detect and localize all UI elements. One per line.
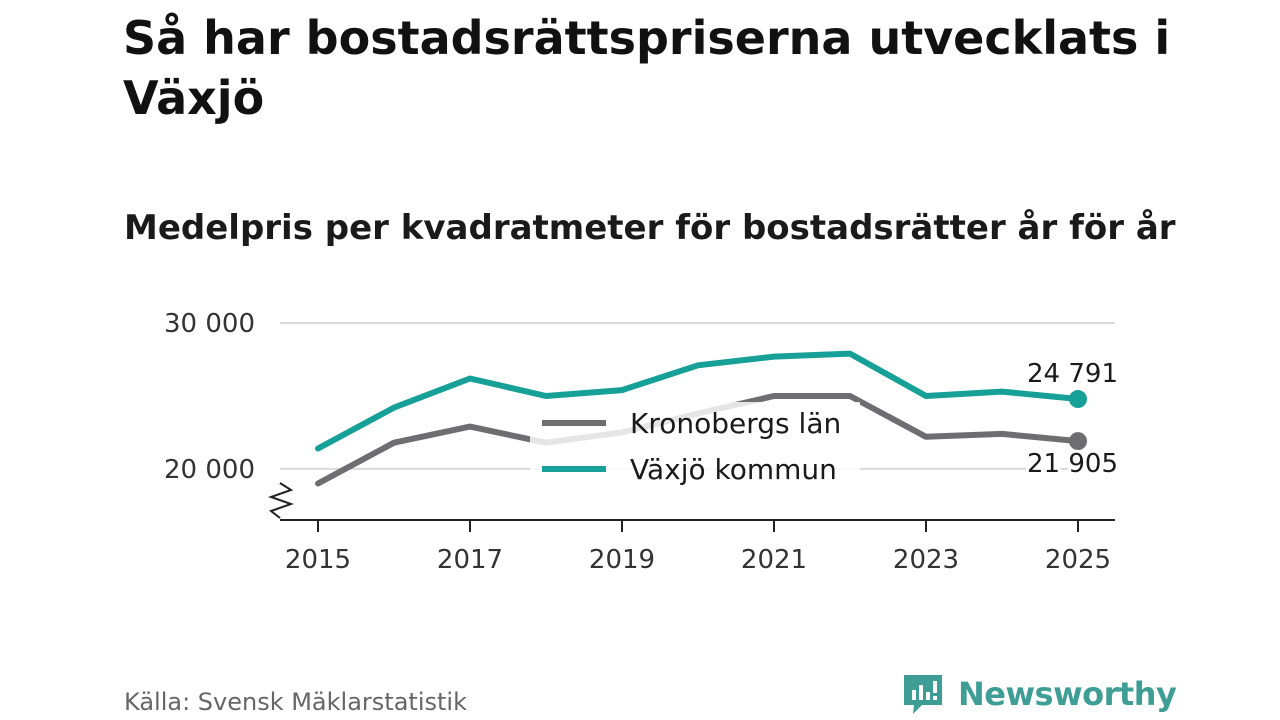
x-tick-label: 2015 (285, 545, 351, 575)
brand-logo[interactable]: Newsworthy (902, 672, 1177, 716)
legend-background (530, 402, 860, 488)
brand-name: Newsworthy (958, 675, 1177, 713)
series-end-point (1069, 432, 1087, 451)
end-labels: 21 905 24 791 (1024, 356, 1121, 482)
x-tick-label: 2019 (589, 545, 655, 575)
end-value-label: 21 905 (1027, 449, 1118, 479)
axes: 20 000 30 000 2015 2017 2019 2021 2023 2025 (164, 309, 1115, 575)
chart-subtitle: Medelpris per kvadratmeter för bostadsrä… (124, 208, 1176, 248)
newsworthy-logo-icon (904, 675, 942, 714)
x-tick-label: 2025 (1045, 545, 1111, 575)
axis-break-icon (267, 482, 295, 519)
x-tick-label: 2021 (741, 545, 807, 575)
series-line-1 (315, 350, 1081, 452)
legend-label: Kronobergs län (630, 407, 841, 440)
x-tick-label: 2023 (893, 545, 959, 575)
x-tick-label: 2017 (437, 545, 503, 575)
series-end-point (1069, 390, 1087, 409)
source-note: Källa: Svensk Mäklarstatistik (124, 688, 467, 716)
legend: Kronobergs län Växjö kommun (530, 402, 860, 488)
legend-label: Växjö kommun (630, 453, 837, 486)
y-tick-label: 30 000 (164, 309, 255, 339)
end-value-label: 24 791 (1027, 359, 1118, 389)
chart-title: Så har bostadsrättspriserna utvecklats i… (123, 11, 1171, 125)
y-tick-label: 20 000 (164, 455, 255, 485)
